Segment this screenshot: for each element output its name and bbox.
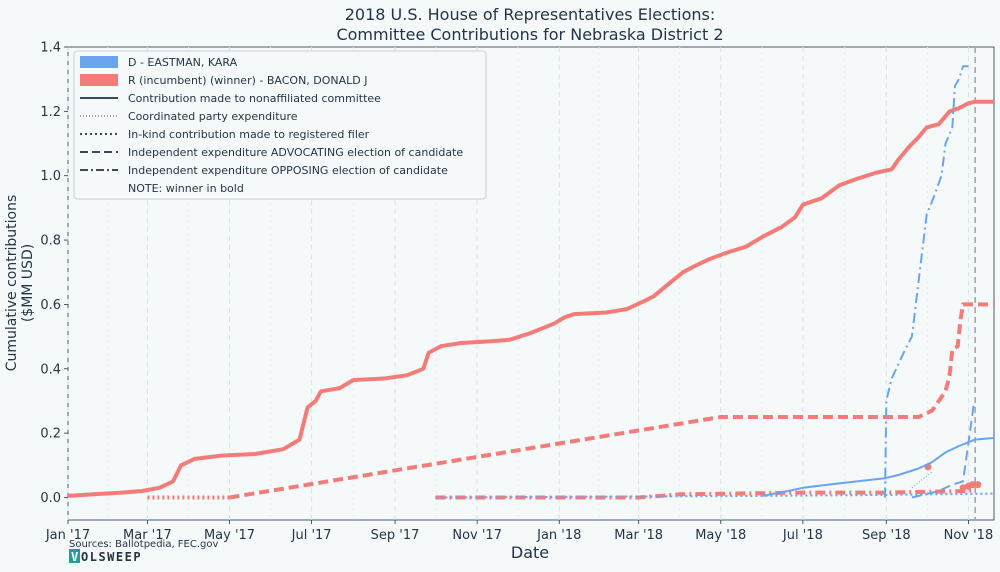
series-R-coordinated-party-expenditure-point	[968, 481, 976, 489]
y-tick-label: 0.0	[40, 491, 61, 506]
legend-label: Independent expenditure OPPOSING electio…	[128, 164, 448, 177]
y-tick-label: 1.2	[40, 105, 61, 120]
x-tick-label: Jan '17	[45, 528, 90, 543]
series-R-independent-expenditure-opposing-election-of-candidate	[435, 487, 976, 500]
x-tick-label: May '18	[695, 528, 746, 543]
x-tick-label: Jan '18	[536, 528, 581, 543]
legend: D - EASTMAN, KARA R (incumbent) (winner) …	[73, 50, 487, 200]
series-D-independent-expenditure-opposing-election-of-candidate	[884, 65, 969, 498]
series-R-contribution-made-to-nonaffiliated-committee	[67, 99, 994, 498]
y-axis-label-line-1: Cumulative contributions	[4, 195, 20, 372]
series-R-coordinated-party-expenditure-point	[974, 481, 982, 489]
x-tick-label: Nov '17	[452, 528, 502, 543]
x-tick-label: Mar '17	[123, 528, 172, 543]
y-axis-ticks: 0.0 0.2 0.4 0.6 0.8 1.0 1.2 1.4	[40, 41, 68, 506]
legend-label: Independent expenditure ADVOCATING elect…	[128, 146, 463, 159]
legend-box	[73, 50, 487, 200]
legend-swatch	[80, 56, 118, 68]
x-tick-label: Sep '17	[371, 528, 420, 543]
series-R-coordinated-party-expenditure-point	[959, 484, 967, 492]
series-D-independent-expenditure-advocating-election-of-candidate	[911, 404, 975, 499]
y-tick-label: 1.4	[40, 41, 61, 56]
x-tick-label: Jul '17	[291, 528, 332, 543]
legend-label: R (incumbent) (winner) - BACON, DONALD J	[128, 74, 368, 87]
brand-logo-text: OLSWEEP	[81, 550, 142, 564]
series-R-independent-expenditure-advocating-election-of-candidate	[229, 302, 994, 500]
x-axis-label: Date	[511, 543, 549, 562]
y-tick-label: 1.0	[40, 169, 61, 184]
x-axis-ticks: Jan '17 Mar '17 May '17 Jul '17 Sep '17 Nov '…	[45, 520, 993, 543]
series-D-contribution-made-to-nonaffiliated-committee	[762, 436, 995, 497]
y-tick-label: 0.4	[40, 362, 61, 377]
x-tick-label: Sep '18	[862, 528, 911, 543]
legend-label: In-kind contribution made to registered …	[128, 128, 370, 141]
y-tick-label: 0.6	[40, 298, 61, 313]
sources-text: Sources: Ballotpedia, FEC.gov	[69, 539, 218, 550]
series-layer	[67, 65, 995, 500]
x-tick-label: May '17	[204, 528, 255, 543]
x-tick-label: Mar '18	[614, 528, 663, 543]
y-tick-label: 0.8	[40, 234, 61, 249]
brand-logo-box	[69, 549, 80, 563]
x-tick-label: Nov '18	[944, 528, 994, 543]
legend-label: Coordinated party expenditure	[128, 110, 298, 123]
x-tick-label: Jul '18	[782, 528, 823, 543]
brand-logo-letter: V	[71, 550, 80, 564]
y-axis-label-line-2: ($MM USD)	[20, 244, 36, 322]
legend-swatch	[80, 74, 118, 86]
chart-title-line-1: 2018 U.S. House of Representatives Elect…	[345, 5, 716, 24]
legend-label: NOTE: winner in bold	[128, 182, 244, 195]
legend-label: Contribution made to nonaffiliated commi…	[128, 92, 381, 105]
series-D-coordinated-party-expenditure	[911, 471, 933, 489]
legend-label: D - EASTMAN, KARA	[128, 56, 238, 69]
y-tick-label: 0.2	[40, 427, 61, 442]
chart-title-line-2: Committee Contributions for Nebraska Dis…	[336, 25, 723, 44]
